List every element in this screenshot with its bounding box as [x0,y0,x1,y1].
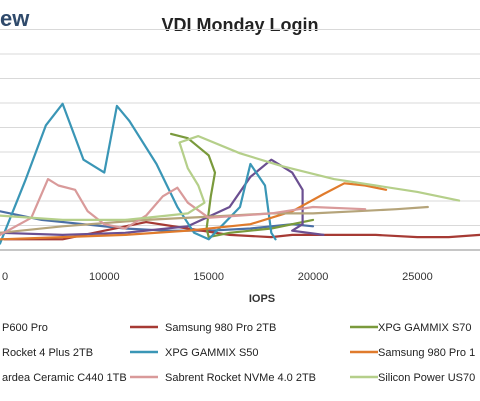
x-tick-labels: 0 10000 15000 20000 25000 [2,271,433,283]
series-line [170,132,315,239]
legend-label: Samsung 980 Pro 2TB [165,322,276,334]
series-line [0,102,277,245]
x-axis-label: IOPS [249,293,275,305]
series-line [0,135,461,221]
legend-label: ardea Ceramic C440 1TB [2,372,127,384]
x-tick-label: 15000 [193,271,224,283]
x-tick-label: 10000 [89,271,120,283]
legend-label: XPG GAMMIX S50 [165,347,259,359]
legend-label: XPG GAMMIX S70 [378,322,472,334]
legend-label: Silicon Power US70 [378,372,475,384]
grid-lines [0,29,480,251]
x-tick-label: 20000 [298,271,329,283]
legend-label: Rocket 4 Plus 2TB [2,347,93,359]
legend-label: P600 Pro [2,322,48,334]
chart-title: VDI Monday Login [162,15,319,35]
series-line [0,158,325,236]
series-line [0,178,367,236]
x-tick-label: 25000 [402,271,433,283]
brand-logo-text: ew [0,6,30,31]
series-line [0,210,315,232]
legend: P600 Pro Samsung 980 Pro 2TB XPG GAMMIX S7… [2,322,475,384]
series-line [0,182,388,241]
legend-label: Sabrent Rocket NVMe 4.0 2TB [165,372,316,384]
series-line [3,221,480,241]
legend-label: Samsung 980 Pro 1 [378,347,475,359]
x-tick-label: 0 [2,271,8,283]
series-lines [0,102,480,245]
